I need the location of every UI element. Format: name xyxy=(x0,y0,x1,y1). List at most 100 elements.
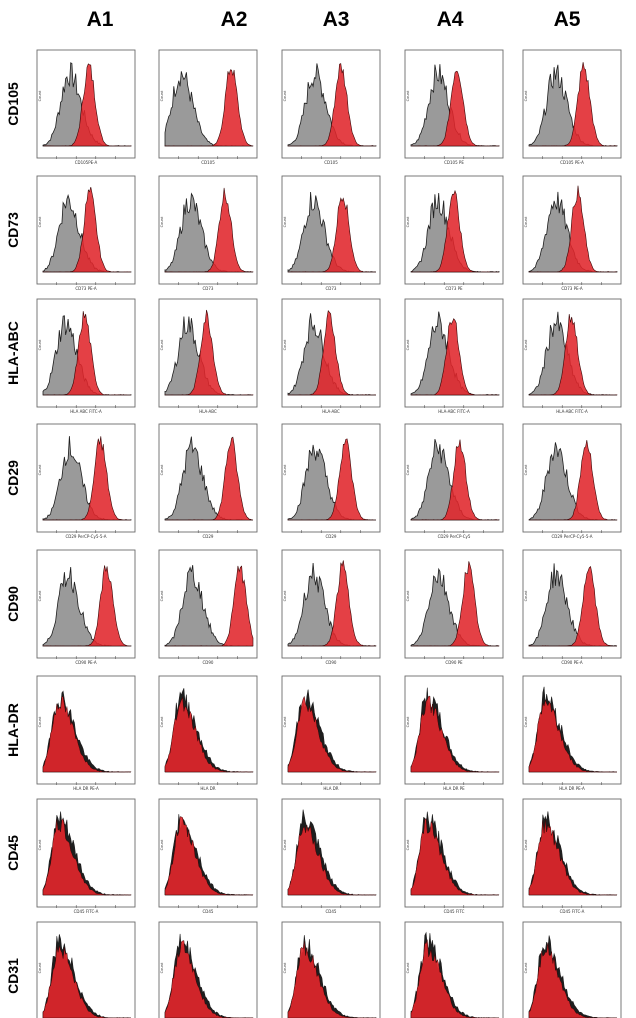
y-axis-label: Count xyxy=(283,464,287,475)
x-axis-label: HLA-ABC xyxy=(322,409,340,414)
histogram-panel-hla-dr-a1: Count HLA DR PE-A xyxy=(36,675,136,791)
y-axis-label: Count xyxy=(38,339,42,350)
row-header-cd105: CD105 xyxy=(5,82,21,126)
marker-histogram xyxy=(410,189,499,273)
y-axis-label: Count xyxy=(283,716,287,727)
marker-histogram xyxy=(287,825,376,896)
marker-histogram xyxy=(287,309,377,396)
marker-histogram xyxy=(410,439,500,521)
x-axis-label: CD105 PE xyxy=(444,160,464,165)
histogram-panel-cd45-a4: Count CD45 FITC xyxy=(404,798,504,914)
x-axis-label: HLA-ABC FITC-A xyxy=(556,409,588,414)
y-axis-label: Count xyxy=(524,464,528,475)
y-axis-label: Count xyxy=(160,590,164,601)
marker-histogram xyxy=(164,696,254,773)
y-axis-label: Count xyxy=(406,590,410,601)
x-axis-label: CD29 PerCP-Cy5-5-A xyxy=(552,534,593,539)
marker-histogram xyxy=(287,438,376,521)
y-axis-label: Count xyxy=(283,339,287,350)
histogram-panel-cd105-a2: Count CD105 xyxy=(158,49,258,165)
y-axis-label: Count xyxy=(160,962,164,973)
marker-histogram xyxy=(528,566,617,647)
y-axis-label: Count xyxy=(406,464,410,475)
y-axis-label: Count xyxy=(406,339,410,350)
marker-histogram xyxy=(164,309,254,396)
marker-histogram xyxy=(410,817,500,896)
histogram-panel-cd45-a2: Count CD45 xyxy=(158,798,258,914)
histogram-panel-cd90-a4: Count CD90 PE xyxy=(404,549,504,665)
marker-histogram xyxy=(164,816,254,896)
x-axis-label: CD105PE-A xyxy=(75,160,98,165)
histogram-panel-hla-abc-a1: Count HLA ABC FITC-A xyxy=(36,298,136,414)
histogram-panel-hla-dr-a4: Count HLA DR PE xyxy=(404,675,504,791)
x-axis-label: CD45 FITC-A xyxy=(560,909,585,914)
marker-histogram xyxy=(164,940,254,1018)
column-headers: A1 A2 A3 A4 A5 xyxy=(87,8,581,31)
marker-histogram xyxy=(288,197,376,273)
y-axis-label: Count xyxy=(524,216,528,227)
y-axis-label: Count xyxy=(524,590,528,601)
histogram-panel-cd31-a3: CountCD31 xyxy=(281,921,381,1018)
y-axis-label: Count xyxy=(38,216,42,227)
histogram-panel-hla-abc-a2: Count HLA-ABC xyxy=(158,298,258,414)
marker-histogram xyxy=(42,818,132,896)
column-header-a4: A4 xyxy=(437,8,464,31)
row-header-cd45: CD45 xyxy=(5,835,21,871)
y-axis-label: Count xyxy=(38,962,42,973)
row-header-cd31: CD31 xyxy=(5,958,21,994)
histogram-panel-cd105-a5: Count CD105 PE-A xyxy=(522,49,622,165)
marker-histogram xyxy=(164,565,254,647)
y-axis-label: Count xyxy=(406,90,410,101)
x-axis-label: CD45 xyxy=(326,909,337,914)
x-axis-label: HLA DR PE-A xyxy=(559,786,585,791)
x-axis-label: HLA DR xyxy=(200,786,215,791)
histogram-panel-cd45-a3: Count CD45 xyxy=(281,798,381,914)
x-axis-label: HLA DR xyxy=(323,786,338,791)
x-axis-label: CD105 PE-A xyxy=(560,160,584,165)
histogram-panel-cd31-a5: CountCD31 PE-A xyxy=(522,921,622,1018)
y-axis-label: Count xyxy=(524,839,528,850)
histogram-panel-cd73-a2: Count CD73 xyxy=(158,175,258,291)
marker-histogram xyxy=(288,560,377,647)
column-header-a1: A1 xyxy=(87,8,114,31)
x-axis-label: CD90 PE-A xyxy=(561,660,583,665)
marker-histogram xyxy=(43,311,131,396)
y-axis-label: Count xyxy=(160,216,164,227)
x-axis-label: CD29 PerCP-Cy5-5-A xyxy=(66,534,107,539)
x-axis-label: CD73 xyxy=(326,286,337,291)
marker-histogram xyxy=(529,439,618,521)
y-axis-label: Count xyxy=(524,90,528,101)
x-axis-label: CD90 xyxy=(203,660,214,665)
y-axis-label: Count xyxy=(283,90,287,101)
histogram-panel-cd90-a1: Count CD90 PE-A xyxy=(36,549,136,665)
y-axis-label: Count xyxy=(38,464,42,475)
marker-histogram xyxy=(164,187,254,273)
histogram-panel-cd31-a2: CountCD31 xyxy=(158,921,258,1018)
histogram-panel-hla-abc-a3: Count HLA-ABC xyxy=(281,298,381,414)
histogram-panel-cd29-a5: Count CD29 PerCP-Cy5-5-A xyxy=(522,423,622,539)
marker-histogram xyxy=(410,318,499,396)
x-axis-label: CD29 PerCP-Cy5 xyxy=(438,534,471,539)
y-axis-label: Count xyxy=(406,716,410,727)
x-axis-label: CD73 PE-A xyxy=(561,286,583,291)
histogram-panel-cd29-a2: Count CD29 xyxy=(158,423,258,539)
y-axis-label: Count xyxy=(524,716,528,727)
x-axis-label: HLA DR PE-A xyxy=(73,786,99,791)
marker-histogram xyxy=(42,436,131,521)
x-axis-label: CD45 FITC xyxy=(444,909,465,914)
marker-histogram xyxy=(43,63,132,147)
y-axis-label: Count xyxy=(38,839,42,850)
x-axis-label: CD105 xyxy=(324,160,338,165)
y-axis-label: Count xyxy=(524,962,528,973)
histogram-panel-hla-dr-a5: Count HLA DR PE-A xyxy=(522,675,622,791)
marker-histogram xyxy=(287,63,376,147)
marker-histogram xyxy=(528,185,618,273)
histogram-panel-cd73-a4: Count CD73 PE xyxy=(404,175,504,291)
histogram-panel-hla-abc-a5: Count HLA-ABC FITC-A xyxy=(522,298,622,414)
marker-histogram xyxy=(287,695,377,773)
y-axis-label: Count xyxy=(38,90,42,101)
y-axis-label: Count xyxy=(160,339,164,350)
histogram-panel-cd31-a4: CountCD31 PE xyxy=(404,921,504,1018)
histogram-panel-cd29-a4: Count CD29 PerCP-Cy5 xyxy=(404,423,504,539)
histogram-panel-hla-dr-a3: Count HLA DR xyxy=(281,675,381,791)
